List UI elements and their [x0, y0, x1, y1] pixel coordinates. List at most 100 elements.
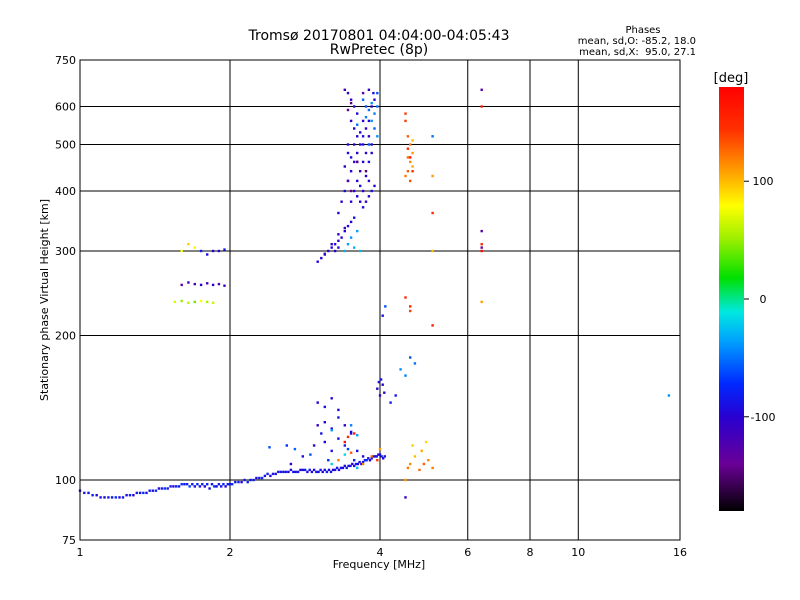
- data-point: [199, 299, 203, 303]
- data-point: [95, 494, 98, 497]
- data-point: [282, 470, 285, 474]
- data-point: [373, 98, 376, 101]
- data-point: [337, 239, 340, 242]
- data-point: [360, 462, 363, 466]
- data-point: [364, 127, 368, 130]
- data-point: [480, 105, 483, 108]
- data-point: [125, 494, 128, 497]
- data-point: [367, 179, 371, 183]
- data-point: [377, 453, 380, 456]
- data-point: [346, 143, 350, 146]
- data-point: [301, 468, 304, 472]
- data-point: [372, 91, 375, 95]
- data-point: [187, 301, 190, 304]
- data-point: [361, 460, 365, 464]
- data-point: [201, 483, 204, 486]
- data-point: [343, 453, 346, 456]
- data-point: [343, 440, 346, 444]
- data-point: [361, 91, 365, 95]
- data-point: [196, 483, 199, 486]
- data-point: [121, 496, 125, 499]
- data-point: [325, 470, 329, 474]
- data-point: [103, 496, 106, 499]
- data-point: [145, 491, 148, 495]
- data-point: [346, 224, 350, 228]
- data-point: [364, 459, 368, 462]
- data-point: [206, 253, 209, 256]
- data-point: [215, 485, 218, 488]
- data-point: [349, 98, 353, 101]
- data-point: [347, 464, 350, 468]
- data-points: [78, 88, 671, 499]
- data-point: [180, 299, 183, 303]
- data-point: [323, 405, 326, 409]
- data-point: [246, 480, 249, 484]
- data-point: [356, 135, 359, 138]
- data-point: [177, 485, 181, 488]
- data-point: [349, 119, 353, 123]
- data-point: [320, 432, 323, 435]
- y-tick-label: 200: [55, 330, 76, 343]
- data-point: [381, 383, 384, 386]
- data-point: [187, 243, 190, 246]
- data-point: [203, 485, 206, 488]
- data-point: [378, 394, 382, 397]
- data-point: [409, 143, 412, 146]
- data-point: [356, 179, 359, 183]
- data-point: [87, 491, 90, 495]
- data-point: [370, 143, 373, 146]
- data-point: [356, 112, 359, 115]
- data-point: [427, 459, 430, 462]
- data-point: [206, 483, 209, 486]
- chart-subtitle: RwPretec (8p): [330, 42, 428, 58]
- data-point: [361, 455, 365, 458]
- data-point: [128, 494, 132, 497]
- data-point: [306, 470, 309, 474]
- data-point: [268, 446, 271, 449]
- y-tick-label: 400: [55, 185, 76, 198]
- y-tick-label: 600: [55, 101, 76, 114]
- data-point: [384, 305, 387, 308]
- data-point: [359, 184, 362, 188]
- data-point: [337, 211, 340, 215]
- data-point: [409, 305, 412, 308]
- data-point: [364, 116, 368, 119]
- data-point: [223, 248, 226, 251]
- data-point: [349, 464, 352, 468]
- data-point: [132, 494, 135, 497]
- data-point: [356, 151, 359, 155]
- data-point: [353, 216, 356, 219]
- data-point: [406, 156, 410, 159]
- data-point: [368, 459, 372, 462]
- data-point: [317, 470, 320, 474]
- data-point: [354, 462, 358, 466]
- data-point: [287, 470, 290, 474]
- data-point: [364, 174, 368, 178]
- plot-frame: [79, 59, 681, 541]
- data-point: [409, 356, 412, 359]
- data-point: [376, 105, 379, 108]
- data-point: [343, 249, 346, 253]
- data-point: [343, 424, 346, 427]
- data-point: [383, 391, 386, 394]
- data-point: [367, 160, 371, 164]
- data-point: [361, 206, 365, 209]
- data-point: [353, 143, 356, 146]
- data-point: [349, 156, 353, 159]
- y-tick-label: 750: [55, 54, 76, 67]
- data-point: [329, 470, 333, 474]
- data-point: [349, 236, 353, 239]
- data-point: [379, 378, 383, 381]
- data-point: [312, 444, 316, 447]
- data-point: [175, 485, 178, 488]
- colorbar: [deg] 100 0 -100: [714, 71, 775, 511]
- data-point: [138, 491, 142, 495]
- data-point: [323, 468, 326, 472]
- data-point: [364, 151, 368, 155]
- data-point: [337, 437, 340, 440]
- data-point: [292, 470, 295, 474]
- data-point: [409, 156, 412, 159]
- data-point: [296, 470, 300, 474]
- data-point: [187, 281, 190, 284]
- colorbar-ticks: 100 0 -100: [744, 175, 775, 424]
